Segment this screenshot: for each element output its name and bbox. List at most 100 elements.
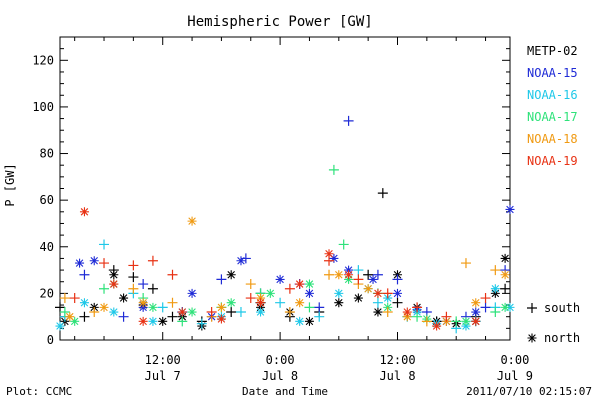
south-point	[372, 269, 383, 280]
north-point	[402, 307, 412, 317]
north-point	[334, 298, 344, 308]
south-point	[128, 272, 139, 283]
north-point	[256, 293, 266, 303]
north-point	[109, 270, 119, 280]
legend-entry: NOAA-19	[527, 154, 578, 168]
south-point	[338, 239, 349, 250]
north-point	[295, 316, 305, 326]
north-point	[471, 298, 481, 308]
north-point	[119, 293, 129, 303]
north-point	[505, 204, 515, 214]
north-point	[187, 288, 197, 298]
plot-credit: Plot: CCMC	[6, 385, 72, 398]
timestamp: 2011/07/10 02:15:07	[466, 385, 592, 398]
north-point	[236, 256, 246, 266]
plot-frame	[59, 36, 511, 341]
north-point	[527, 333, 537, 343]
south-point	[382, 307, 393, 318]
north-point	[373, 288, 383, 298]
south-point	[138, 279, 149, 290]
y-axis: 0 20 40 60 80 100 120	[32, 36, 510, 347]
north-point	[187, 216, 197, 226]
x-tick-date-label: Jul 7	[145, 369, 181, 383]
north-point	[334, 270, 344, 280]
series-noaa-16	[55, 239, 515, 334]
south-point	[304, 302, 315, 313]
north-point	[177, 307, 187, 317]
south-point	[245, 293, 256, 304]
x-tick-time-label: 0:00	[266, 353, 295, 367]
south-point	[79, 269, 90, 280]
y-tick-label: 20	[40, 286, 54, 300]
north-point	[393, 288, 402, 298]
legend-entry: NOAA-16	[527, 88, 578, 102]
south-point	[284, 307, 295, 318]
x-tick-date-label: Jul 8	[262, 369, 298, 383]
south-point	[167, 297, 178, 308]
north-point	[275, 274, 285, 284]
y-tick-label: 60	[40, 193, 54, 207]
north-point	[334, 288, 344, 298]
south-point	[147, 255, 158, 266]
south-point	[245, 279, 256, 290]
south-point	[79, 311, 90, 322]
south-point	[412, 311, 423, 322]
south-point	[500, 283, 511, 294]
y-tick-label: 0	[47, 333, 54, 347]
north-point	[138, 316, 148, 326]
north-point	[216, 314, 226, 324]
north-point	[490, 288, 500, 298]
x-tick-date-label: Jul 9	[497, 369, 533, 383]
north-point	[304, 316, 314, 326]
south-point	[451, 316, 462, 327]
south-point	[441, 311, 452, 322]
north-point	[226, 270, 236, 280]
y-tick-label: 120	[32, 53, 54, 67]
series-noaa-15	[75, 115, 515, 326]
north-point	[148, 316, 158, 326]
south-point	[118, 311, 129, 322]
north-point	[55, 321, 65, 331]
north-point	[79, 298, 89, 308]
south-point	[490, 265, 501, 276]
north-point	[363, 284, 373, 294]
north-point	[226, 298, 236, 308]
south-point	[343, 115, 354, 126]
north-point	[432, 321, 442, 331]
legend: METP-02 NOAA-15 NOAA-16 NOAA-17 NOAA-18 NOAA-…	[527, 44, 580, 345]
legend-entry: NOAA-17	[527, 110, 578, 124]
north-point	[304, 279, 314, 289]
y-tick-label: 80	[40, 147, 54, 161]
south-point	[59, 293, 70, 304]
series-metp-02	[55, 188, 511, 331]
legend-entry: NOAA-18	[527, 132, 578, 146]
north-point	[265, 288, 275, 298]
north-point	[295, 298, 305, 308]
north-point	[75, 258, 85, 268]
south-point	[167, 311, 178, 322]
north-point	[256, 298, 266, 308]
south-point	[216, 274, 227, 285]
north-point	[344, 265, 354, 275]
chart-title: Hemispheric Power [GW]	[187, 14, 372, 30]
legend-entry: NOAA-15	[527, 66, 578, 80]
south-point	[421, 316, 432, 327]
south-point	[99, 239, 110, 250]
south-point	[226, 307, 237, 318]
north-point	[324, 249, 334, 259]
north-point	[344, 274, 354, 284]
south-point	[69, 293, 80, 304]
south-point	[196, 318, 207, 329]
series-noaa-18	[59, 216, 510, 327]
south-point	[157, 302, 168, 313]
north-point	[329, 253, 339, 263]
north-point	[471, 307, 481, 317]
south-point	[128, 260, 139, 271]
y-tick-label: 40	[40, 240, 54, 254]
south-point	[55, 302, 65, 313]
north-point	[490, 284, 500, 294]
south-point	[412, 302, 423, 313]
y-axis-label: P [GW]	[3, 163, 17, 206]
